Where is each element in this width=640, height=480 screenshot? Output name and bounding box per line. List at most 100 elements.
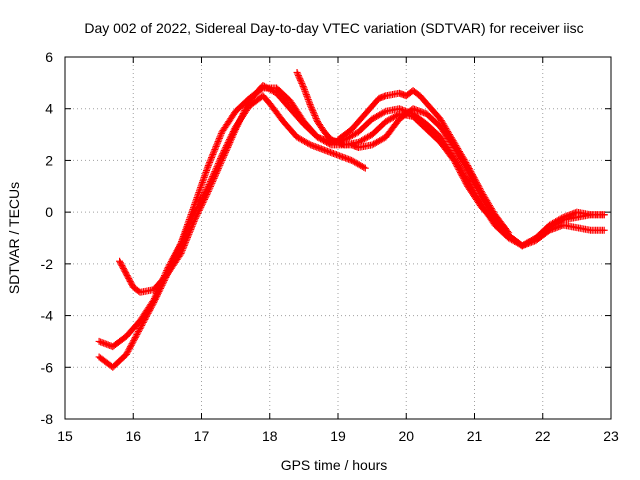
data-point bbox=[131, 334, 139, 342]
data-point bbox=[549, 219, 557, 227]
data-point bbox=[301, 137, 309, 145]
data-point bbox=[219, 153, 227, 161]
data-point bbox=[235, 117, 243, 125]
data-point bbox=[215, 134, 223, 142]
data-point bbox=[298, 79, 306, 87]
data-point bbox=[312, 115, 320, 123]
data-point bbox=[364, 133, 372, 141]
data-point bbox=[233, 122, 241, 130]
data-point bbox=[224, 143, 232, 151]
data-point bbox=[195, 206, 203, 214]
data-point bbox=[201, 195, 209, 203]
data-point bbox=[222, 147, 230, 155]
data-point bbox=[186, 227, 194, 235]
data-point bbox=[217, 158, 225, 166]
data-point bbox=[307, 102, 315, 110]
data-point bbox=[208, 179, 216, 187]
data-point bbox=[470, 174, 478, 182]
data-point bbox=[154, 291, 162, 299]
data-point bbox=[349, 157, 357, 165]
data-point bbox=[185, 229, 193, 237]
data-point bbox=[376, 111, 384, 119]
data-point bbox=[209, 176, 217, 184]
y-tick-label: -4 bbox=[41, 308, 54, 324]
data-point bbox=[237, 114, 245, 122]
data-point bbox=[464, 162, 472, 170]
data-point bbox=[151, 295, 159, 303]
data-point bbox=[600, 211, 608, 219]
data-point bbox=[124, 347, 132, 355]
data-point bbox=[600, 226, 608, 234]
data-point bbox=[213, 141, 221, 149]
data-point bbox=[196, 205, 204, 213]
data-point bbox=[270, 87, 278, 95]
data-point bbox=[473, 180, 481, 188]
data-point bbox=[236, 116, 244, 124]
data-point bbox=[216, 161, 224, 169]
data-point bbox=[130, 335, 138, 343]
data-point bbox=[368, 115, 376, 123]
data-point bbox=[190, 218, 198, 226]
data-point bbox=[299, 137, 307, 145]
data-point bbox=[205, 160, 213, 168]
data-point bbox=[126, 343, 134, 351]
y-axis-ticks: -8 -6 -4 -2 0 2 4 6 bbox=[41, 49, 611, 427]
data-point bbox=[472, 177, 480, 185]
data-point bbox=[213, 168, 221, 176]
data-point bbox=[295, 73, 303, 81]
data-point bbox=[373, 112, 381, 120]
data-point bbox=[140, 317, 148, 325]
data-point bbox=[215, 136, 223, 144]
data-point bbox=[134, 329, 142, 337]
plot-frame bbox=[64, 56, 612, 420]
data-point bbox=[180, 242, 188, 250]
series-track-5 bbox=[334, 87, 513, 237]
data-point bbox=[307, 104, 315, 112]
data-point bbox=[309, 107, 317, 115]
data-point bbox=[143, 311, 151, 319]
data-point bbox=[474, 181, 482, 189]
data-point bbox=[240, 108, 248, 116]
data-point bbox=[294, 70, 302, 78]
data-point bbox=[221, 150, 229, 158]
data-point bbox=[238, 111, 246, 119]
data-point bbox=[207, 181, 215, 189]
data-point bbox=[347, 132, 355, 140]
data-point bbox=[351, 130, 359, 138]
data-point bbox=[206, 158, 214, 166]
data-point bbox=[524, 238, 532, 246]
data-point bbox=[208, 154, 216, 162]
data-point bbox=[305, 140, 313, 148]
x-tick-label: 16 bbox=[125, 428, 141, 444]
data-point bbox=[546, 221, 554, 229]
data-point bbox=[260, 82, 268, 90]
data-point bbox=[182, 237, 190, 245]
y-tick-label: 0 bbox=[45, 204, 53, 220]
data-point bbox=[128, 340, 136, 348]
data-point bbox=[391, 112, 399, 120]
data-point bbox=[350, 131, 358, 139]
data-point bbox=[389, 113, 397, 121]
data-point bbox=[377, 136, 385, 144]
y-tick-label: -6 bbox=[41, 359, 54, 375]
data-point bbox=[194, 210, 202, 218]
data-point bbox=[198, 200, 206, 208]
data-point bbox=[187, 226, 195, 234]
data-point bbox=[204, 187, 212, 195]
data-point bbox=[156, 286, 164, 294]
data-point bbox=[242, 103, 250, 111]
data-point bbox=[214, 166, 222, 174]
data-point bbox=[473, 178, 481, 186]
x-tick-label: 22 bbox=[535, 428, 551, 444]
data-point bbox=[211, 146, 219, 154]
data-point bbox=[355, 161, 363, 169]
grid-lines bbox=[65, 57, 611, 419]
data-point bbox=[209, 178, 217, 186]
data-point bbox=[294, 72, 302, 80]
data-point bbox=[371, 139, 379, 147]
data-point bbox=[178, 246, 186, 254]
data-point bbox=[552, 218, 560, 226]
x-tick-label: 21 bbox=[467, 428, 483, 444]
data-point bbox=[304, 96, 312, 104]
